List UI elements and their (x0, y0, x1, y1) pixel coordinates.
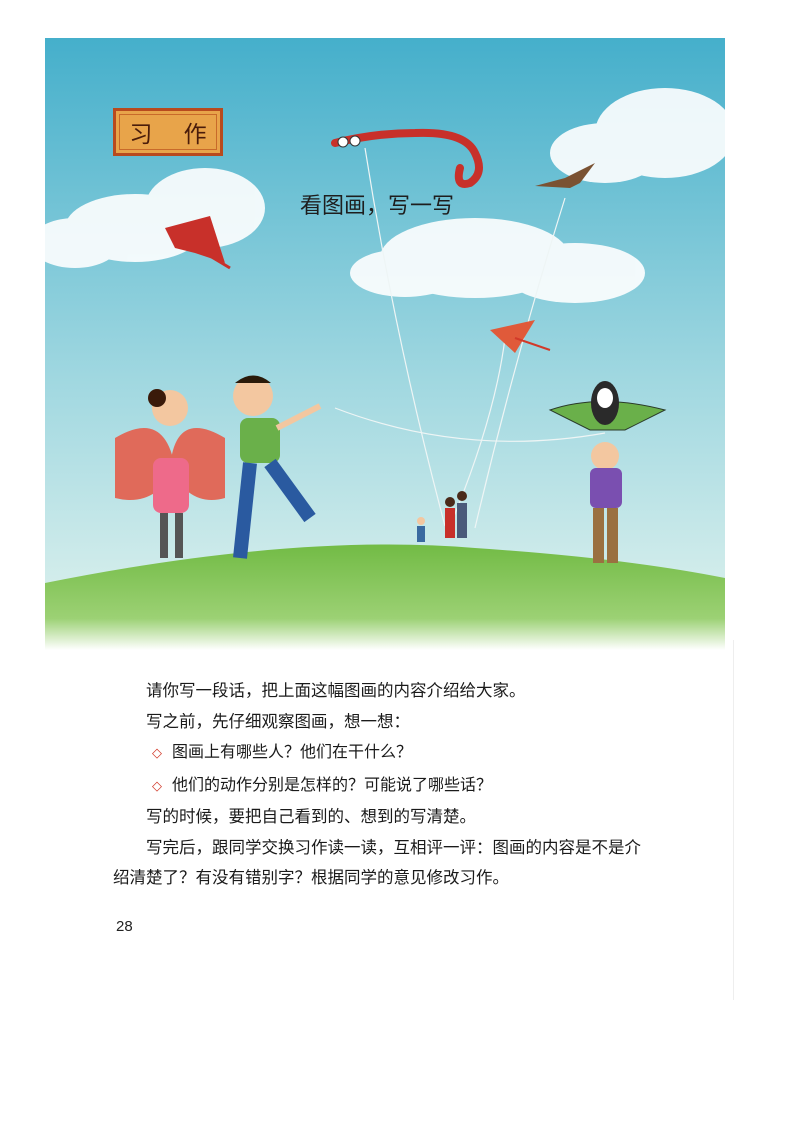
background-family (417, 491, 467, 542)
paragraph-before-writing: 写之前，先仔细观察图画，想一想： (146, 711, 410, 731)
page-edge-divider (733, 640, 734, 1000)
question-text: 他们的动作分别是怎样的？可能说了哪些话？ (172, 774, 493, 794)
diamond-bullet-icon: ◇ (152, 746, 162, 761)
section-label: 习 作 (129, 122, 219, 148)
question-item: ◇ 图画上有哪些人？他们在干什么？ (113, 737, 653, 770)
cloud-right (350, 88, 725, 303)
page-number: 28 (116, 918, 133, 935)
question-item: ◇ 他们的动作分别是怎样的？可能说了哪些话？ (113, 770, 653, 803)
paragraph-after-writing: 写完后，跟同学交换习作读一读，互相评一评：图画的内容是不是介绍清楚了？有没有错别… (113, 837, 641, 888)
boy-running (233, 375, 322, 559)
fish-kite (165, 216, 231, 270)
kite-flying-illustration (45, 38, 725, 650)
question-text: 图画上有哪些人？他们在干什么？ (172, 742, 413, 761)
diamond-bullet-icon: ◇ (152, 778, 162, 794)
instruction-text: 请你写一段话，把上面这幅图画的内容介绍给大家。 写之前，先仔细观察图画，想一想：… (113, 676, 653, 894)
dragon-kite (331, 128, 483, 188)
paragraph-intro: 请你写一段话，把上面这幅图画的内容介绍给大家。 (146, 681, 526, 700)
diamond-kite (490, 320, 551, 353)
swallow-kite (548, 381, 667, 431)
grass-hill (45, 544, 725, 650)
eagle-kite (535, 163, 595, 188)
section-badge: 习 作 (113, 108, 223, 156)
girl-with-butterfly-kite (115, 389, 225, 558)
paragraph-while-writing: 写的时候，要把自己看到的、想到的写清楚。 (146, 807, 476, 826)
picture-title: 看图画，写一写 (300, 194, 455, 219)
man-figure (590, 442, 622, 563)
